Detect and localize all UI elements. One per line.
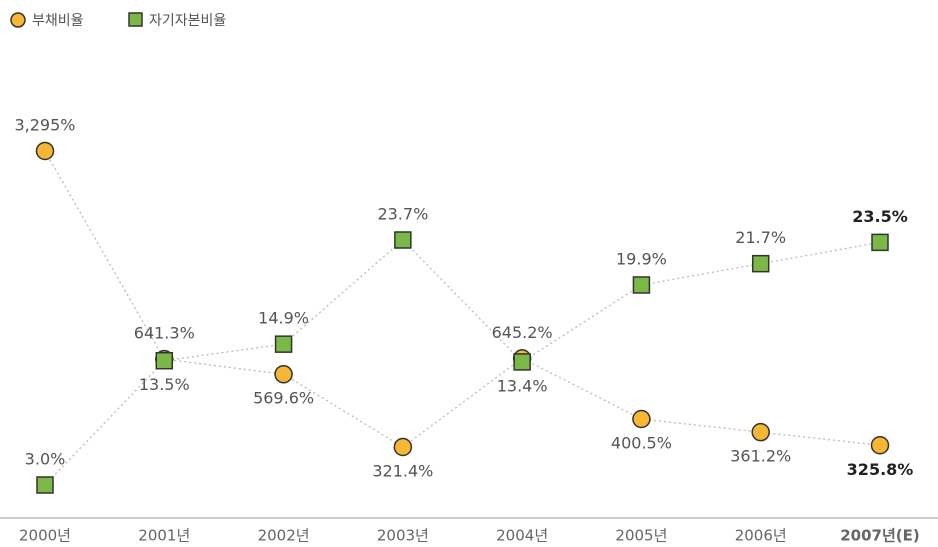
point <box>274 335 293 353</box>
point <box>155 351 174 370</box>
point <box>871 233 889 252</box>
legend-label: 부채비율 <box>32 13 84 29</box>
data-label: 569.6% <box>253 389 314 408</box>
point <box>632 276 651 294</box>
point <box>513 353 531 371</box>
data-label: 21.7% <box>735 228 786 247</box>
data-label: 325.8% <box>847 460 914 479</box>
data-label: 3.0% <box>25 450 66 469</box>
series-line <box>44 239 881 486</box>
x-tick-label: 2005년 <box>615 527 667 545</box>
data-label: 14.9% <box>258 309 309 328</box>
data-label: 645.2% <box>492 323 553 342</box>
data-label: 321.4% <box>372 462 433 481</box>
point <box>751 422 770 442</box>
x-tick-label: 2007년(E) <box>840 527 920 545</box>
data-label: 400.5% <box>611 434 672 453</box>
point <box>632 409 651 429</box>
legend: 부채비율 자기자본비율 <box>10 12 226 29</box>
data-label: 13.5% <box>139 375 190 394</box>
legend-label: 자기자본비율 <box>149 13 226 29</box>
data-label: 19.9% <box>616 249 667 268</box>
data-label: 3,295% <box>14 116 75 135</box>
x-tick-label: 2004년 <box>496 527 548 545</box>
data-label: 13.4% <box>497 376 548 395</box>
x-tick-label: 2000년 <box>19 527 71 545</box>
point <box>274 364 293 384</box>
x-tick-label: 2002년 <box>258 527 310 545</box>
data-label: 23.7% <box>377 205 428 224</box>
point <box>394 231 412 249</box>
point <box>36 476 54 494</box>
x-tick-label: 2003년 <box>377 527 429 545</box>
data-label: 641.3% <box>134 324 195 343</box>
series-line <box>44 150 881 448</box>
x-tick-label: 2006년 <box>735 527 787 545</box>
legend-marker <box>10 12 26 28</box>
x-tick-label: 2001년 <box>138 527 190 545</box>
data-label: 361.2% <box>730 447 791 466</box>
point <box>393 437 413 457</box>
point <box>870 436 890 455</box>
point <box>751 254 770 273</box>
legend-marker <box>128 12 143 27</box>
data-label: 23.5% <box>852 207 908 226</box>
point <box>35 141 55 161</box>
